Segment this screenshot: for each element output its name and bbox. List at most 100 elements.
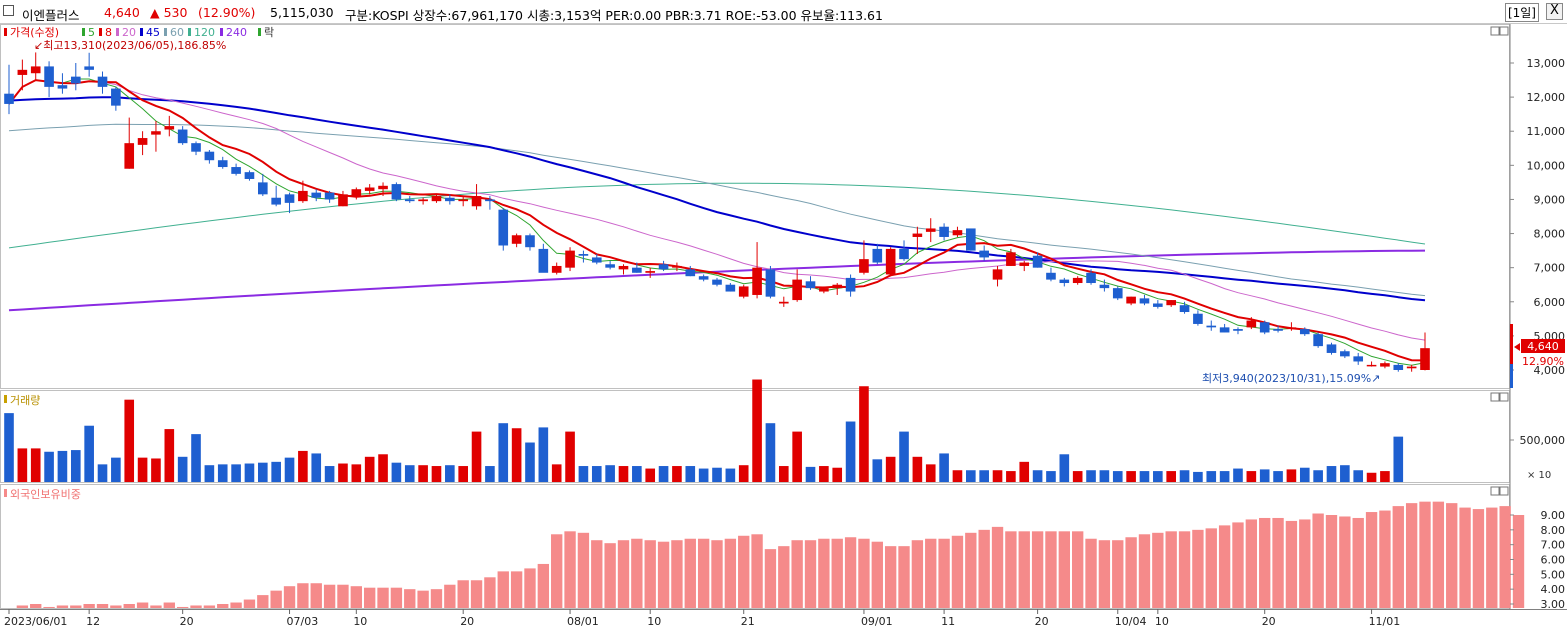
candle-body	[672, 265, 682, 268]
select-checkbox[interactable]	[3, 5, 14, 16]
legend-ma240[interactable]: 240	[226, 26, 247, 39]
foreign-panel-maximize-icon[interactable]	[1499, 486, 1509, 496]
foreign-panel-minimize-icon[interactable]	[1490, 486, 1500, 496]
price-y-tick-label: 6,000	[1534, 296, 1566, 309]
volume-bar	[992, 470, 1003, 482]
foreign-ratio-bar	[1432, 501, 1445, 608]
foreign-ratio-bar	[457, 580, 469, 608]
candle-body	[685, 269, 696, 277]
foreign-title: 외국인보유비중	[10, 488, 81, 501]
foreign-ratio-bar	[310, 583, 322, 608]
volume-bar	[44, 451, 54, 482]
volume-bar	[97, 464, 108, 482]
candle-body	[445, 197, 455, 202]
foreign-ratio-bar	[951, 535, 964, 608]
candle-body	[632, 267, 642, 273]
volume-panel-maximize-icon[interactable]	[1499, 392, 1509, 402]
price-panel-maximize-icon[interactable]	[1499, 26, 1509, 36]
volume-bar	[351, 464, 362, 482]
volume-bar	[1219, 471, 1230, 482]
legend-down[interactable]: 락	[264, 26, 274, 39]
legend-ma8[interactable]: 8	[105, 26, 112, 39]
candle-body	[578, 254, 589, 256]
candle-body	[952, 230, 963, 236]
foreign-ratio-bar	[724, 538, 737, 608]
foreign-ratio-bar	[1419, 501, 1431, 608]
candle-body	[231, 167, 241, 174]
foreign-y-tick-label: 3.00	[1541, 598, 1566, 611]
candle-body	[4, 93, 14, 104]
candle-body	[1006, 252, 1016, 266]
price-y-tick-label: 13,000	[1527, 57, 1566, 70]
candle-body	[137, 138, 148, 145]
candle-body	[1353, 356, 1364, 362]
legend-ma60[interactable]: 60	[170, 26, 184, 39]
volume-bar	[445, 465, 455, 482]
volume-bar	[391, 462, 402, 482]
foreign-ratio-bar	[1098, 540, 1111, 608]
candle-body	[966, 228, 976, 251]
volume-bar	[244, 463, 255, 482]
foreign-ratio-bar	[510, 571, 523, 608]
legend-ma5[interactable]: 5	[88, 26, 95, 39]
foreign-ratio-bar	[417, 590, 429, 608]
panel-controls[interactable]	[1490, 26, 1509, 496]
volume-bar	[939, 453, 949, 482]
legend-ma120[interactable]: 120	[194, 26, 215, 39]
foreign-ratio-bar	[1058, 531, 1070, 608]
volume-bar	[1032, 470, 1043, 482]
legend-ma20[interactable]: 20	[122, 26, 136, 39]
candle-body	[44, 66, 54, 87]
legend-price[interactable]: 가격(수정)	[10, 26, 59, 39]
period-selector[interactable]: [1일]	[1504, 3, 1539, 22]
volume-bars	[4, 379, 1404, 482]
volume-bar	[1299, 467, 1310, 482]
volume-bar	[284, 457, 295, 482]
candle-body	[351, 189, 362, 197]
foreign-ratio-bar	[257, 595, 269, 608]
foreign-ratio-bar	[1472, 509, 1485, 608]
price-y-tick-label: 7,000	[1534, 262, 1566, 275]
foreign-ratio-bar	[778, 546, 790, 608]
volume-bar	[578, 466, 589, 482]
foreign-ratio-bar	[1125, 537, 1137, 608]
volume-bar	[17, 448, 28, 482]
volume-bar	[418, 465, 428, 482]
foreign-ratio-bar	[1259, 517, 1271, 608]
stock-chart[interactable]: 13,000 12,000 11,000 10,000 9,000 8,000 7,000 6…	[0, 24, 1567, 630]
foreign-ratio-bar	[1232, 522, 1244, 608]
legend-ma45[interactable]: 45	[146, 26, 160, 39]
ma20-line	[8, 79, 1426, 341]
x-tick-label: 11	[941, 615, 955, 628]
foreign-ratio-bar	[1031, 531, 1044, 608]
candle-body	[525, 235, 535, 248]
candle-body	[1072, 277, 1083, 284]
volume-bar	[912, 456, 923, 482]
price-bar-marker-low	[1510, 364, 1513, 388]
x-tick-label: 11/01	[1369, 615, 1401, 628]
legend-ma60-marker	[164, 28, 167, 36]
candle-body	[1246, 320, 1257, 328]
volume-panel-minimize-icon[interactable]	[1490, 392, 1500, 402]
candle-body	[217, 160, 228, 168]
legend-ma20-marker	[116, 28, 119, 36]
foreign-ratio-bar	[657, 541, 670, 608]
foreign-ratio-bar	[56, 605, 69, 608]
candle-body	[712, 279, 722, 285]
volume-bar	[1166, 471, 1176, 482]
price-panel-minimize-icon[interactable]	[1490, 26, 1500, 36]
foreign-ratio-bar	[1085, 538, 1097, 608]
volume-y-tick-label: 500,000	[1520, 434, 1566, 447]
volume-bar	[1153, 471, 1163, 482]
foreign-ratio-bar	[1272, 517, 1284, 608]
pct-tag-text: 12.90%	[1522, 355, 1564, 368]
foreign-ratio-bar	[911, 540, 924, 608]
price-y-tick-label: 10,000	[1527, 159, 1566, 172]
foreign-ratio-bar	[858, 538, 870, 608]
volume-bar	[1179, 470, 1190, 482]
price-y-tick-label: 8,000	[1534, 228, 1566, 241]
price-tag-text: 4,640	[1527, 340, 1559, 353]
candle-body	[431, 196, 442, 202]
close-button[interactable]: X	[1546, 3, 1563, 20]
foreign-ratio-bar	[1299, 519, 1311, 608]
